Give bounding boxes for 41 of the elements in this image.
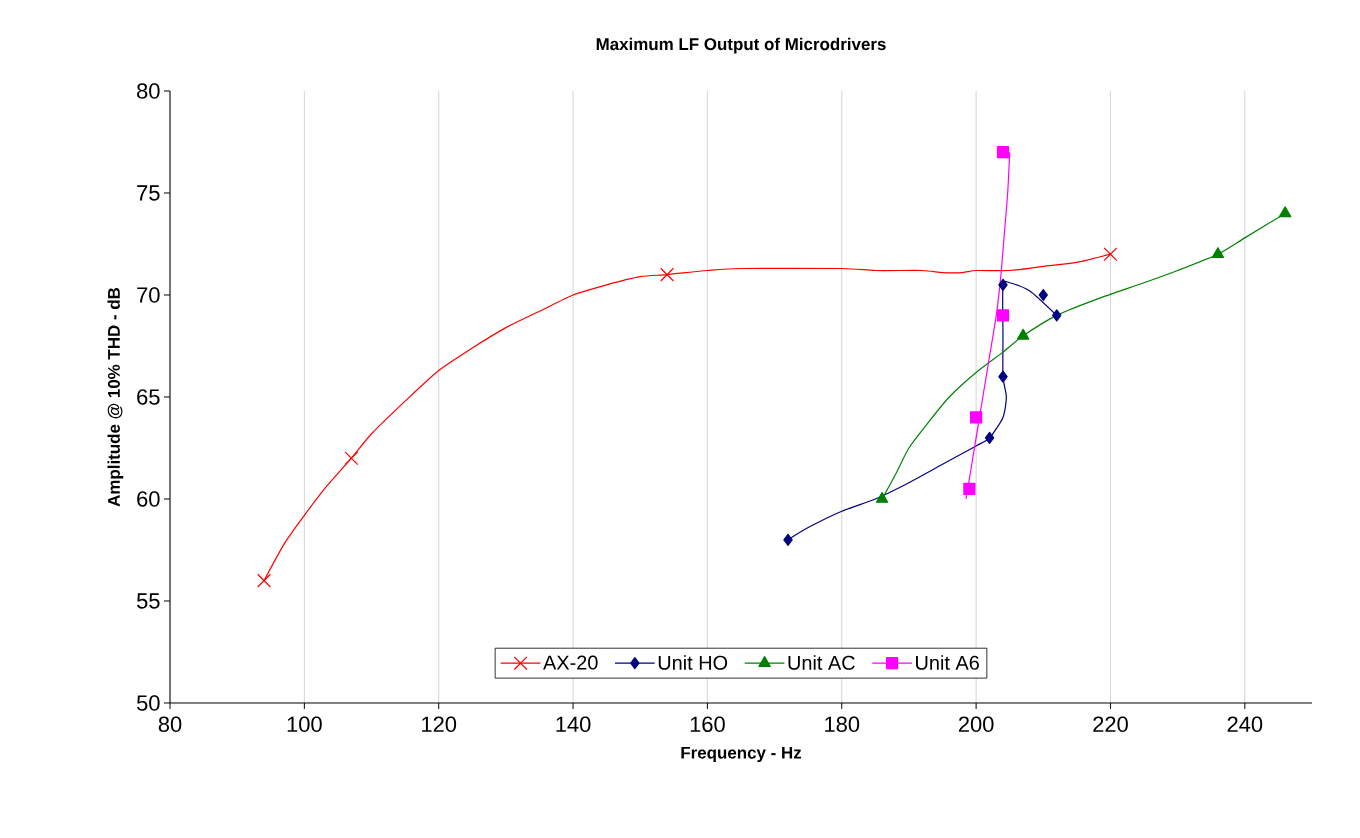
x-tick-label: 100 <box>287 716 322 733</box>
y-tick-label: 80 <box>137 83 160 99</box>
x-tick-label: 120 <box>422 716 457 733</box>
point <box>875 491 889 503</box>
chart-title: Maximum LF Output of Microdrivers <box>596 37 886 54</box>
y-tick-label: 55 <box>136 593 160 609</box>
point <box>1038 288 1049 302</box>
y-axis-title: Amplitude @ 10% THD - dB <box>107 287 124 507</box>
x-tick-label: 160 <box>690 716 725 733</box>
point <box>996 146 1010 159</box>
point <box>1016 328 1030 340</box>
y-tick-label: 50 <box>136 695 160 711</box>
legend-label: AX-20 <box>543 655 598 670</box>
legend-label: Unit AC <box>788 655 855 670</box>
point <box>1278 206 1292 218</box>
point <box>984 431 995 444</box>
x-tick-label: 80 <box>158 716 182 733</box>
point <box>1052 309 1062 322</box>
point <box>1211 247 1225 259</box>
point <box>257 573 272 588</box>
y-tick-label: 65 <box>137 389 160 405</box>
point <box>660 267 675 282</box>
y-tick-label: 60 <box>137 491 160 507</box>
y-tick-label: 75 <box>137 185 160 201</box>
x-axis-title: Frequency - Hz <box>681 746 802 763</box>
x-tick-label: 140 <box>556 716 591 733</box>
x-tick-label: 180 <box>825 716 860 733</box>
point <box>963 482 976 495</box>
x-tick-label: 240 <box>1227 716 1263 733</box>
y-tick-label: 70 <box>137 287 160 303</box>
point <box>344 451 359 466</box>
point <box>1103 247 1118 262</box>
point <box>996 309 1010 322</box>
legend-label: Unit HO <box>658 655 728 670</box>
point <box>970 411 983 424</box>
x-tick-label: 200 <box>958 716 994 733</box>
point <box>998 278 1008 291</box>
point <box>998 370 1008 383</box>
x-tick-label: 220 <box>1093 716 1128 733</box>
point <box>783 533 793 546</box>
legend-label: Unit A6 <box>916 655 979 670</box>
